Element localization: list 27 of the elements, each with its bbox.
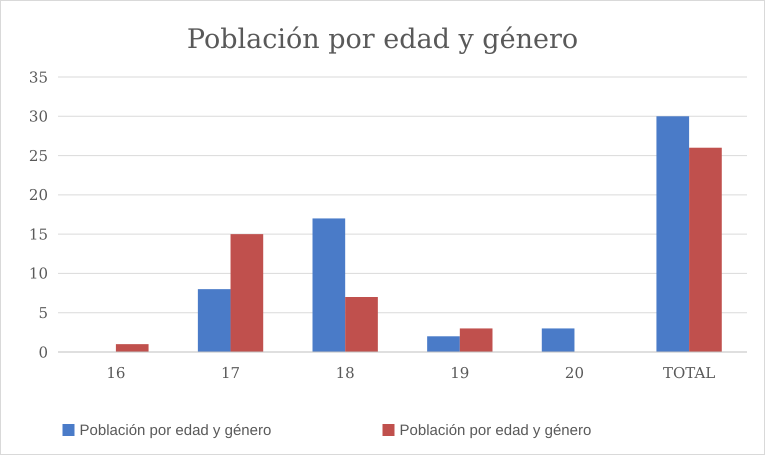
bar [116, 344, 149, 352]
x-tick-label: TOTAL [662, 364, 716, 382]
y-tick-label: 5 [38, 304, 48, 322]
bar [689, 148, 722, 352]
legend-label: Población por edad y género [80, 422, 272, 439]
bar [460, 328, 492, 352]
bar [427, 336, 460, 352]
chart-title: Población por edad y género [186, 24, 578, 55]
legend-label: Población por edad y género [400, 422, 592, 439]
x-tick-label: 16 [106, 364, 126, 382]
bar [230, 234, 264, 352]
y-tick-label: 20 [28, 186, 48, 204]
bar [312, 218, 346, 352]
x-tick-label: 17 [220, 364, 240, 382]
y-tick-label: 0 [38, 343, 48, 362]
bar [198, 289, 231, 352]
bar [345, 297, 378, 352]
y-tick-label: 25 [28, 146, 48, 165]
y-tick-label: 30 [28, 108, 48, 126]
x-tick-label: 18 [336, 364, 355, 382]
x-tick-label: 19 [450, 364, 470, 382]
y-tick-label: 15 [28, 225, 48, 244]
y-tick-label: 10 [28, 264, 48, 283]
bar [656, 116, 690, 352]
y-tick-label: 35 [28, 68, 48, 86]
bar [542, 328, 574, 352]
x-tick-label: 20 [564, 364, 584, 382]
